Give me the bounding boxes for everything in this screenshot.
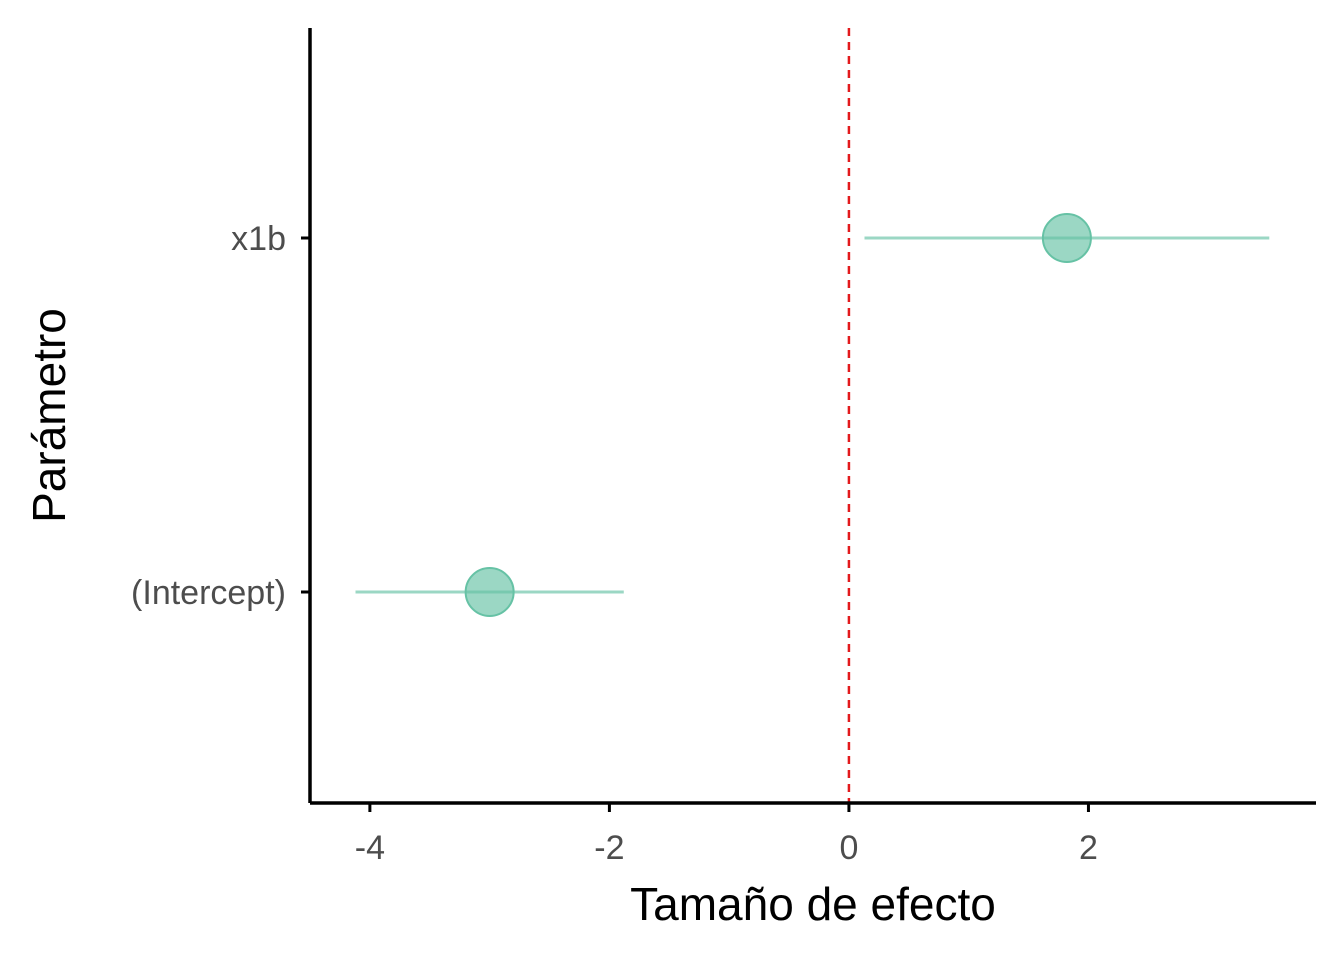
- x-tick-label: -2: [594, 829, 624, 867]
- y-tick-label: x1b: [231, 220, 286, 258]
- y-tick-label: (Intercept): [131, 574, 286, 612]
- x-tick-label: 2: [1079, 829, 1098, 867]
- x-axis-title: Tamaño de efecto: [630, 878, 996, 930]
- point-x1b: [1041, 213, 1092, 263]
- point-intercept: [464, 567, 515, 617]
- x-tick-label: 0: [839, 829, 858, 867]
- x-tick-label: -4: [355, 829, 385, 867]
- y-axis-title: Parámetro: [23, 308, 75, 523]
- tick-labels: -4 -2 0 2 (Intercept) x1b: [131, 220, 1098, 867]
- plot-area: [355, 28, 1270, 803]
- axes: [308, 28, 1316, 805]
